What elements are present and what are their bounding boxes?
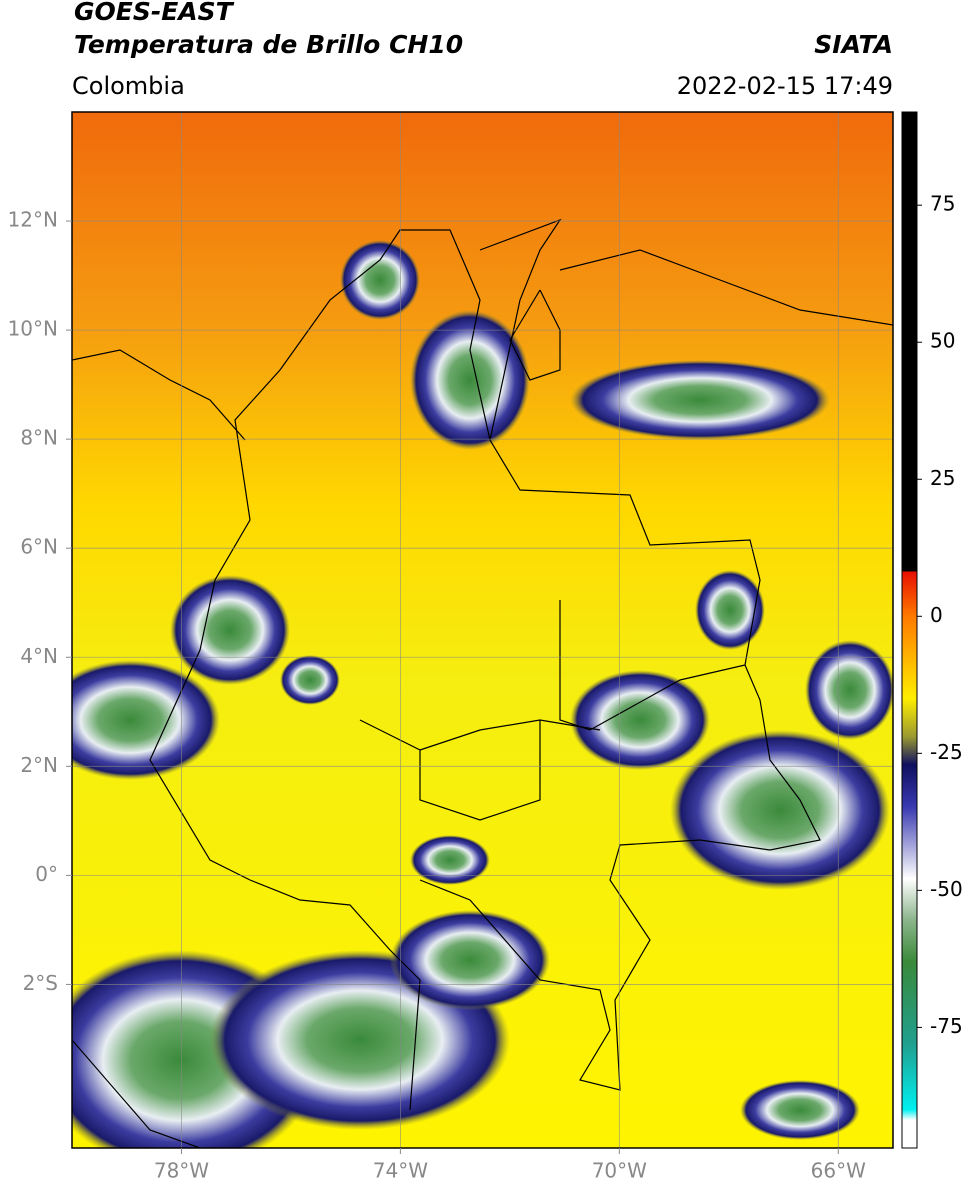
colorbar-tick-label: -50	[930, 877, 963, 901]
colorbar-tick-label: 25	[930, 466, 955, 490]
lon-tick-label: 74°W	[373, 1159, 428, 1183]
lon-tick-label: 66°W	[811, 1159, 866, 1183]
datetime: 2022-02-15 17:49	[677, 72, 893, 100]
lat-tick-label: 4°N	[20, 644, 58, 668]
colorbar-tick-label: -75	[930, 1014, 963, 1038]
lat-tick-label: 8°N	[20, 426, 58, 450]
colorbar	[901, 111, 918, 1149]
colorbar-tick-label: 50	[930, 329, 955, 353]
colorbar-tick-label: 75	[930, 192, 955, 216]
map-frame	[71, 111, 894, 1149]
subtitle: Temperatura de Brillo CH10	[74, 30, 463, 59]
borders	[72, 218, 893, 1148]
lat-tick-label: 2°N	[20, 753, 58, 777]
lat-tick-label: 12°N	[8, 208, 58, 232]
lon-tick-label: 78°W	[154, 1159, 209, 1183]
region: Colombia	[72, 72, 185, 100]
title: GOES-EAST	[74, 0, 235, 26]
lat-tick-label: 10°N	[8, 317, 58, 341]
lat-tick-label: 2°S	[23, 971, 58, 995]
colorbar-tick-label: 0	[930, 603, 943, 627]
colorbar-tick-label: -25	[930, 740, 963, 764]
source: SIATA	[814, 30, 893, 59]
lon-tick-label: 70°W	[592, 1159, 647, 1183]
lat-tick-label: 0°	[35, 862, 58, 886]
map	[72, 112, 893, 1148]
lat-tick-label: 6°N	[20, 535, 58, 559]
